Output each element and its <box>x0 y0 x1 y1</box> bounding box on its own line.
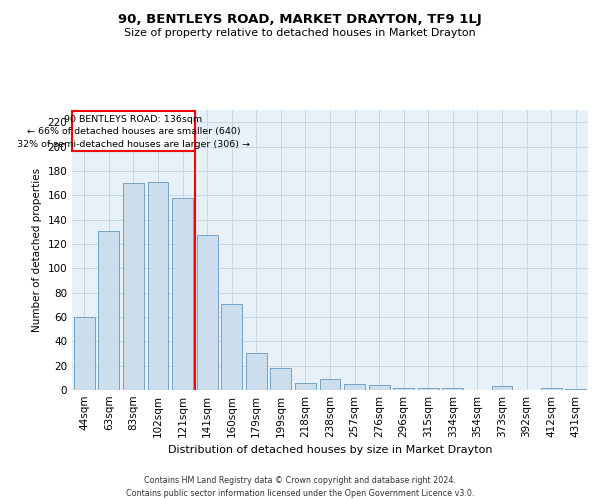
Bar <box>271 368 292 390</box>
X-axis label: Distribution of detached houses by size in Market Drayton: Distribution of detached houses by size … <box>168 446 492 456</box>
Bar <box>565 389 586 390</box>
Bar <box>246 354 267 390</box>
Bar <box>197 236 218 390</box>
Text: 32% of semi-detached houses are larger (306) →: 32% of semi-detached houses are larger (… <box>17 140 250 149</box>
Bar <box>541 388 562 390</box>
Bar <box>295 382 316 390</box>
Bar <box>344 384 365 390</box>
Text: 90 BENTLEYS ROAD: 136sqm: 90 BENTLEYS ROAD: 136sqm <box>64 115 202 124</box>
Bar <box>491 386 512 390</box>
Bar <box>74 317 95 390</box>
Bar <box>148 182 169 390</box>
Y-axis label: Number of detached properties: Number of detached properties <box>32 168 42 332</box>
Text: Contains HM Land Registry data © Crown copyright and database right 2024.
Contai: Contains HM Land Registry data © Crown c… <box>126 476 474 498</box>
Bar <box>320 379 340 390</box>
Bar <box>172 198 193 390</box>
Text: ← 66% of detached houses are smaller (640): ← 66% of detached houses are smaller (64… <box>26 128 240 136</box>
Bar <box>123 183 144 390</box>
Text: 90, BENTLEYS ROAD, MARKET DRAYTON, TF9 1LJ: 90, BENTLEYS ROAD, MARKET DRAYTON, TF9 1… <box>118 12 482 26</box>
Bar <box>98 230 119 390</box>
Bar <box>418 388 439 390</box>
Bar <box>368 385 389 390</box>
Bar <box>393 388 414 390</box>
Text: Size of property relative to detached houses in Market Drayton: Size of property relative to detached ho… <box>124 28 476 38</box>
Bar <box>442 388 463 390</box>
Bar <box>72 111 195 152</box>
Bar <box>221 304 242 390</box>
